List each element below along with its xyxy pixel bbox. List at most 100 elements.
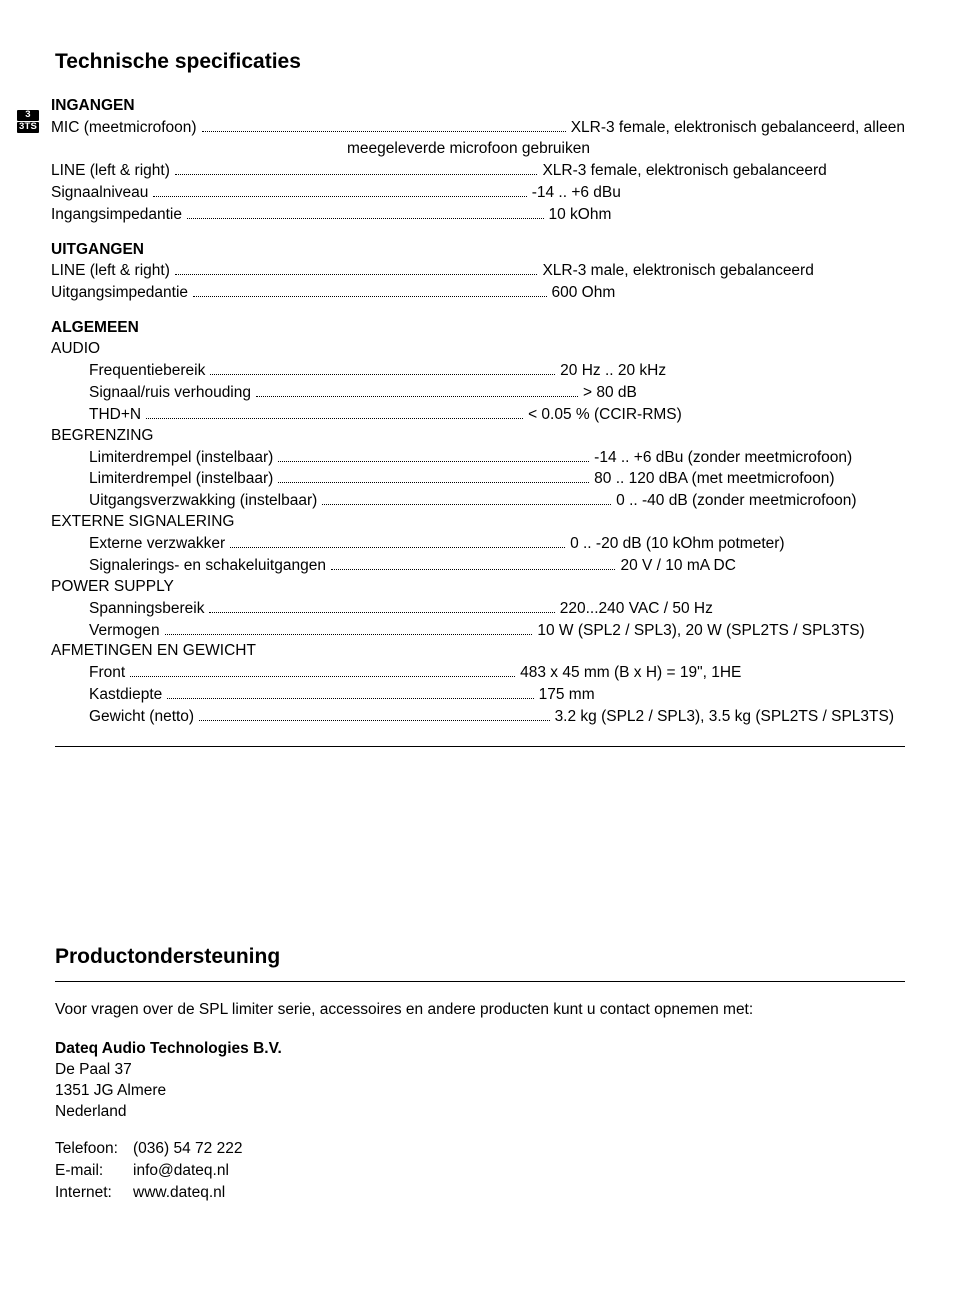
spec-row: Frequentiebereik 20 Hz .. 20 kHz xyxy=(89,360,905,382)
spec-value: < 0.05 % (CCIR-RMS) xyxy=(528,405,905,426)
spec-row: LINE (left & right) XLR-3 female, elektr… xyxy=(51,160,905,182)
group-externe: EXTERNE SIGNALERING Externe verzwakker 0 … xyxy=(51,512,905,577)
spec-value: XLR-3 female, elektronisch gebalanceerd,… xyxy=(571,118,905,139)
spec-dots xyxy=(153,182,526,197)
spec-label: Spanningsbereik xyxy=(89,599,204,620)
spec-dots xyxy=(193,282,547,297)
spec-row: LINE (left & right) XLR-3 male, elektron… xyxy=(51,261,905,283)
uitgangen-header: UITGANGEN xyxy=(51,240,905,261)
spec-dots xyxy=(146,404,523,419)
spec-label: LINE (left & right) xyxy=(51,261,170,282)
addr-line: De Paal 37 xyxy=(55,1060,905,1081)
spec-value: 20 Hz .. 20 kHz xyxy=(560,361,905,382)
spec-label: Limiterdrempel (instelbaar) xyxy=(89,469,273,490)
spec-dots xyxy=(209,598,554,613)
sub-header: AFMETINGEN EN GEWICHT xyxy=(51,641,905,662)
spec-row: Spanningsbereik 220...240 VAC / 50 Hz xyxy=(89,598,905,620)
spec-row: Front 483 x 45 mm (B x H) = 19", 1HE xyxy=(89,662,905,684)
spec-label: Limiterdrempel (instelbaar) xyxy=(89,448,273,469)
spec-value: 3.2 kg (SPL2 / SPL3), 3.5 kg (SPL2TS / S… xyxy=(555,707,905,728)
sub-header: POWER SUPPLY xyxy=(51,577,905,598)
group-audio: AUDIO Frequentiebereik 20 Hz .. 20 kHz Si… xyxy=(51,339,905,426)
spec-label: Front xyxy=(89,663,125,684)
divider xyxy=(55,746,905,747)
algemeen-header: ALGEMEEN xyxy=(51,318,905,339)
spec-dots xyxy=(175,261,538,276)
contact-key: Internet: xyxy=(55,1183,133,1204)
addr-line: 1351 JG Almere xyxy=(55,1081,905,1102)
ingangen-header: INGANGEN xyxy=(51,96,905,117)
spec-label: Uitgangsimpedantie xyxy=(51,283,188,304)
spec-dots xyxy=(256,382,578,397)
spec-dots xyxy=(331,555,616,570)
spec-dots xyxy=(210,360,555,375)
spec-dots xyxy=(199,706,549,721)
spec-value: > 80 dB xyxy=(583,383,905,404)
contact-grid: Telefoon: (036) 54 72 222 E-mail: info@d… xyxy=(55,1139,905,1204)
spec-row: Signalerings- en schakeluitgangen 20 V / … xyxy=(89,555,905,577)
contact-val: www.dateq.nl xyxy=(133,1183,905,1204)
sub-header: AUDIO xyxy=(51,339,905,360)
spec-value: 483 x 45 mm (B x H) = 19", 1HE xyxy=(520,663,905,684)
spec-dots xyxy=(230,533,565,548)
spec-value: 0 .. -40 dB (zonder meetmicrofoon) xyxy=(616,491,905,512)
spec-dots xyxy=(167,684,533,699)
contact-val: (036) 54 72 222 xyxy=(133,1139,905,1160)
spec-value: 220...240 VAC / 50 Hz xyxy=(560,599,905,620)
spec-row: Uitgangsverzwakking (instelbaar) 0 .. -40… xyxy=(89,490,905,512)
company-name: Dateq Audio Technologies B.V. xyxy=(55,1039,905,1060)
model-badges: 3 3TS xyxy=(17,110,39,133)
spec-label: Externe verzwakker xyxy=(89,534,225,555)
spec-value: XLR-3 female, elektronisch gebalanceerd xyxy=(542,161,905,182)
spec-value: 80 .. 120 dBA (met meetmicrofoon) xyxy=(594,469,905,490)
divider xyxy=(55,981,905,982)
spec-value: 20 V / 10 mA DC xyxy=(620,556,905,577)
spec-dots xyxy=(187,204,544,219)
page-title: Technische specificaties xyxy=(55,48,905,76)
spec-dots xyxy=(322,490,611,505)
spec-value: 600 Ohm xyxy=(552,283,906,304)
spec-row: Limiterdrempel (instelbaar) 80 .. 120 dBA… xyxy=(89,468,905,490)
spec-label: Ingangsimpedantie xyxy=(51,205,182,226)
spec-value: 10 kOhm xyxy=(549,205,906,226)
contact-key: E-mail: xyxy=(55,1161,133,1182)
spec-row: THD+N < 0.05 % (CCIR-RMS) xyxy=(89,404,905,426)
sub-header: BEGRENZING xyxy=(51,426,905,447)
spec-label: Signaal/ruis verhouding xyxy=(89,383,251,404)
spec-value: XLR-3 male, elektronisch gebalanceerd xyxy=(542,261,905,282)
spec-row: Ingangsimpedantie 10 kOhm xyxy=(51,204,905,226)
spec-value: -14 .. +6 dBu xyxy=(532,183,905,204)
contact-val: info@dateq.nl xyxy=(133,1161,905,1182)
spec-dots xyxy=(175,160,538,175)
spec-label: LINE (left & right) xyxy=(51,161,170,182)
spec-row: Signaalniveau -14 .. +6 dBu xyxy=(51,182,905,204)
spec-row: Externe verzwakker 0 .. -20 dB (10 kOhm p… xyxy=(89,533,905,555)
support-title: Productondersteuning xyxy=(55,943,905,971)
spec-value: 0 .. -20 dB (10 kOhm potmeter) xyxy=(570,534,905,555)
spec-label: MIC (meetmicrofoon) xyxy=(51,118,197,139)
addr-line: Nederland xyxy=(55,1102,905,1123)
group-power: POWER SUPPLY Spanningsbereik 220...240 VA… xyxy=(51,577,905,642)
spec-dots xyxy=(202,117,566,132)
support-intro: Voor vragen over de SPL limiter serie, a… xyxy=(55,1000,905,1021)
sub-header: EXTERNE SIGNALERING xyxy=(51,512,905,533)
spec-label: Frequentiebereik xyxy=(89,361,205,382)
spec-label: Signalerings- en schakeluitgangen xyxy=(89,556,326,577)
spec-label: Vermogen xyxy=(89,621,160,642)
spec-label: Gewicht (netto) xyxy=(89,707,194,728)
spec-value: meegeleverde microfoon gebruiken xyxy=(347,139,590,160)
spec-dots xyxy=(165,620,533,635)
spec-label: THD+N xyxy=(89,405,141,426)
badge-3: 3 xyxy=(17,110,39,121)
group-afmetingen: AFMETINGEN EN GEWICHT Front 483 x 45 mm (… xyxy=(51,641,905,728)
spec-value: 10 W (SPL2 / SPL3), 20 W (SPL2TS / SPL3T… xyxy=(537,621,905,642)
spec-row: meegeleverde microfoon gebruiken xyxy=(51,139,905,160)
spec-row: Uitgangsimpedantie 600 Ohm xyxy=(51,282,905,304)
spec-label: Uitgangsverzwakking (instelbaar) xyxy=(89,491,317,512)
spec-row: Gewicht (netto) 3.2 kg (SPL2 / SPL3), 3.5… xyxy=(89,706,905,728)
spec-label: Kastdiepte xyxy=(89,685,162,706)
spec-dots xyxy=(278,447,589,462)
spec-value: 175 mm xyxy=(539,685,905,706)
group-begrenzing: BEGRENZING Limiterdrempel (instelbaar)-1… xyxy=(51,426,905,513)
spec-row: MIC (meetmicrofoon) XLR-3 female, elektr… xyxy=(51,117,905,139)
